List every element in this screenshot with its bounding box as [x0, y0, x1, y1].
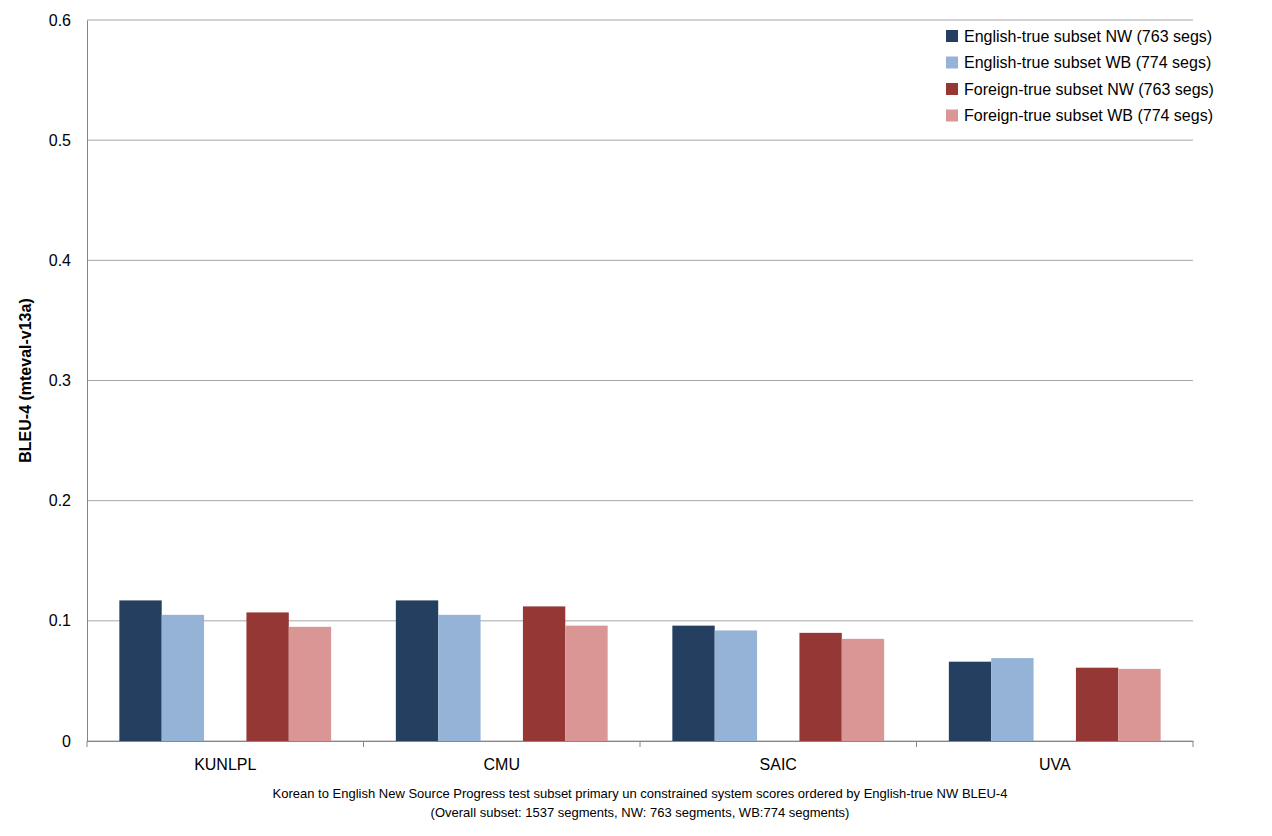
legend-label: English-true subset NW (763 segs): [964, 28, 1212, 45]
y-tick: 0.4: [49, 252, 87, 269]
category-separator: [87, 741, 88, 747]
category-separator: [640, 741, 641, 747]
y-tick-label: 0.3: [49, 372, 71, 389]
x-tick: KUNLPL: [194, 741, 256, 773]
y-tick: 0.3: [49, 372, 87, 389]
bars: [119, 600, 1160, 741]
bar: [672, 626, 714, 741]
category-separator: [363, 741, 364, 747]
bar: [842, 639, 884, 741]
legend: English-true subset NW (763 segs) English…: [946, 28, 1214, 125]
y-tick-label: 0.5: [49, 132, 71, 149]
bar: [246, 612, 288, 741]
legend-item: Foreign-true subset NW (763 segs): [946, 81, 1214, 98]
bar: [523, 606, 565, 741]
grid-line: [87, 380, 1193, 381]
bar: [565, 626, 607, 741]
y-tick-label: 0: [62, 733, 71, 750]
bar: [799, 633, 841, 741]
legend-swatch: [946, 30, 958, 42]
bar: [1076, 668, 1118, 741]
legend-swatch: [946, 110, 958, 122]
category-separator: [916, 741, 917, 747]
y-tick: 0.6: [49, 12, 87, 29]
y-tick-label: 0.2: [49, 492, 71, 509]
y-axis: 0 0.1 0.2 0.3 0.4 0.5 0.6: [49, 12, 88, 750]
y-axis-title: BLEU-4 (mteval-v13a): [17, 298, 34, 463]
y-tick: 0: [62, 733, 87, 750]
y-tick: 0.2: [49, 492, 87, 509]
x-tick-label: SAIC: [760, 756, 797, 773]
y-tick: 0.1: [49, 612, 87, 629]
bar: [162, 615, 204, 741]
grid-line: [87, 140, 1193, 141]
bar: [715, 630, 757, 741]
bar: [289, 627, 331, 741]
bar: [991, 658, 1033, 741]
x-tick: CMU: [484, 741, 520, 773]
grid: [87, 20, 1193, 741]
bar: [949, 662, 991, 741]
y-tick: 0.5: [49, 132, 87, 149]
grid-line: [87, 500, 1193, 501]
y-axis-line: [87, 21, 88, 742]
legend-item: English-true subset WB (774 segs): [946, 54, 1211, 71]
x-axis: KUNLPL CMU SAIC UVA: [88, 741, 1194, 773]
y-tick-label: 0.1: [49, 612, 71, 629]
grid-line: [87, 20, 1193, 21]
y-tick-label: 0.6: [49, 12, 71, 29]
legend-label: English-true subset WB (774 segs): [964, 54, 1211, 71]
x-tick: SAIC: [760, 741, 797, 773]
category-separator: [1193, 741, 1194, 747]
bar: [119, 600, 161, 741]
x-tick-label: CMU: [484, 756, 520, 773]
x-tick: UVA: [1039, 741, 1071, 773]
grid-line: [87, 260, 1193, 261]
legend-label: Foreign-true subset WB (774 segs): [964, 107, 1213, 124]
legend-swatch: [946, 57, 958, 69]
bar: [1118, 669, 1160, 741]
x-tick-label: UVA: [1039, 756, 1071, 773]
caption: Korean to English New Source Progress te…: [273, 786, 1008, 801]
chart: 0 0.1 0.2 0.3 0.4 0.5 0.6 KUNLPL CMU SAIC UVA BLEU-…: [0, 0, 1272, 836]
legend-item: English-true subset NW (763 segs): [946, 28, 1212, 45]
caption: (Overall subset: 1537 segments, NW: 763 …: [431, 805, 850, 820]
legend-item: Foreign-true subset WB (774 segs): [946, 107, 1213, 124]
bar: [396, 600, 438, 741]
legend-swatch: [946, 83, 958, 95]
x-tick-label: KUNLPL: [194, 756, 256, 773]
y-tick-label: 0.4: [49, 252, 71, 269]
bar: [438, 615, 480, 741]
legend-label: Foreign-true subset NW (763 segs): [964, 81, 1214, 98]
